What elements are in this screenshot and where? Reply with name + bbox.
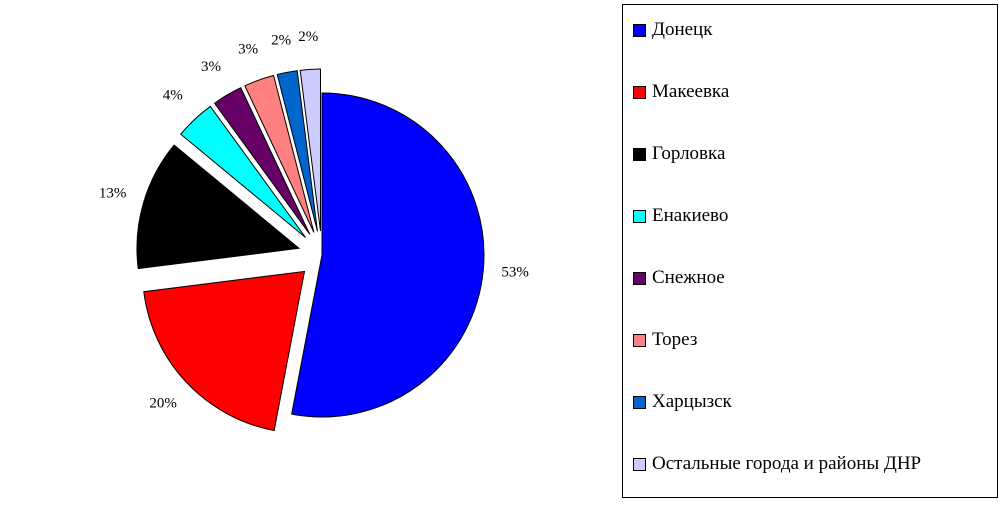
legend-item: Горловка [633, 143, 989, 205]
pie-slice [136, 144, 301, 270]
legend: Донецк Макеевка Горловка Енакиево Снежное Тор… [622, 4, 998, 498]
legend-swatch [633, 148, 646, 161]
data-label: 2% [298, 29, 318, 45]
legend-item: Остальные города и районы ДНР [633, 453, 989, 515]
legend-swatch [633, 334, 646, 347]
pie-slice [244, 74, 315, 233]
legend-label: Торез [652, 329, 698, 350]
legend-item: Енакиево [633, 205, 989, 267]
pie-slice [180, 105, 306, 238]
legend-swatch [633, 272, 646, 285]
legend-item: Харцызск [633, 391, 989, 453]
legend-label: Снежное [652, 267, 725, 288]
legend-label: Остальные города и районы ДНР [652, 453, 922, 474]
legend-item: Донецк [633, 19, 989, 81]
legend-swatch [633, 210, 646, 223]
pie-slice [299, 68, 321, 232]
legend-label: Горловка [652, 143, 726, 164]
data-label: 4% [163, 88, 183, 104]
pie-slice [291, 92, 485, 418]
data-label: 20% [149, 396, 177, 412]
legend-swatch [633, 458, 646, 471]
data-label: 2% [271, 32, 291, 48]
legend-item: Снежное [633, 267, 989, 329]
legend-swatch [633, 396, 646, 409]
data-label: 3% [238, 41, 258, 57]
legend-item: Макеевка [633, 81, 989, 143]
pie-slice [143, 270, 306, 432]
data-label: 3% [201, 59, 221, 75]
legend-swatch [633, 24, 646, 37]
legend-label: Макеевка [652, 81, 730, 102]
page: 53% 20% 13% 4% 3% 3% 2% 2% Донецк Макеевка Горлов… [98, 4, 998, 498]
legend-label: Харцызск [652, 391, 732, 412]
pie-slice [213, 87, 311, 235]
data-label: 53% [501, 265, 529, 281]
pie-slice [276, 70, 318, 232]
legend-label: Донецк [652, 19, 713, 40]
legend-swatch [633, 86, 646, 99]
legend-label: Енакиево [652, 205, 729, 226]
data-label: 13% [99, 186, 127, 202]
chart: 53% 20% 13% 4% 3% 3% 2% 2% [99, 29, 529, 432]
legend-item: Торез [633, 329, 989, 391]
